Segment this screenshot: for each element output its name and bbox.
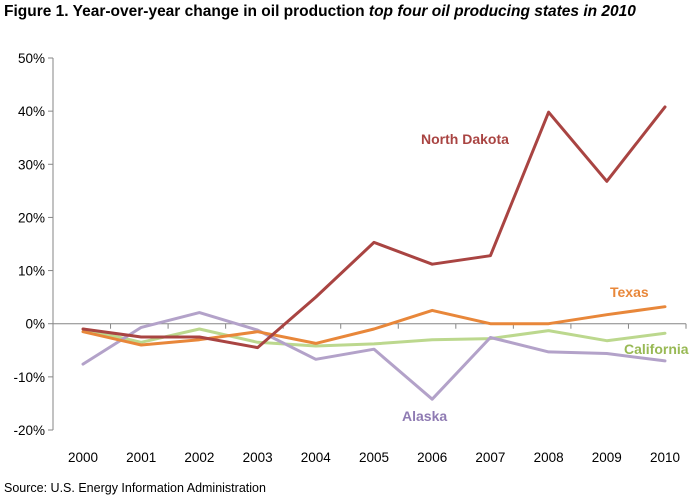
chart-title: Figure 1. Year-over-year change in oil p… bbox=[4, 2, 644, 22]
x-tick-label: 2002 bbox=[184, 450, 214, 465]
series-label-north-dakota: North Dakota bbox=[421, 131, 509, 147]
x-tick-label: 2009 bbox=[592, 450, 622, 465]
y-tick-label: 30% bbox=[18, 157, 45, 172]
x-tick-label: 2003 bbox=[243, 450, 273, 465]
x-tick-label: 2004 bbox=[301, 450, 332, 465]
series-line-alaska bbox=[81, 311, 667, 401]
series-label-california: California bbox=[624, 341, 689, 357]
title-italic: top four oil producing states in 2010 bbox=[368, 3, 636, 20]
series-label-alaska: Alaska bbox=[402, 408, 447, 424]
y-tick-label: 40% bbox=[18, 104, 45, 119]
x-tick-label: 2005 bbox=[359, 450, 389, 465]
x-tick-label: 2001 bbox=[126, 450, 156, 465]
x-tick-label: 2010 bbox=[650, 450, 680, 465]
series-labels: North Dakota Texas California Alaska bbox=[402, 131, 689, 424]
y-tick-label: -10% bbox=[13, 370, 45, 385]
x-tick-label: 2008 bbox=[534, 450, 564, 465]
y-tick-label: 10% bbox=[18, 264, 45, 279]
x-tick-label: 2006 bbox=[417, 450, 447, 465]
y-tick-label: 50% bbox=[18, 51, 45, 66]
y-tick-label: -20% bbox=[13, 423, 45, 438]
axes: -20% -10% 0% 10% 20% 30% 40% 50% 2000 2001 2002 200… bbox=[13, 51, 687, 465]
series-line-north-dakota bbox=[81, 105, 667, 350]
source-note: Source: U.S. Energy Information Administ… bbox=[4, 481, 266, 495]
series-lines bbox=[81, 105, 667, 401]
series-line-texas bbox=[81, 305, 667, 347]
x-tick-label: 2000 bbox=[68, 450, 98, 465]
series-label-texas: Texas bbox=[610, 284, 649, 300]
series-line-california bbox=[81, 327, 667, 348]
y-tick-label: 20% bbox=[18, 210, 45, 225]
title-lead: Figure 1. Year-over-year change in oil p… bbox=[4, 3, 369, 20]
y-tick-label: 0% bbox=[25, 317, 45, 332]
x-tick-label: 2007 bbox=[475, 450, 505, 465]
